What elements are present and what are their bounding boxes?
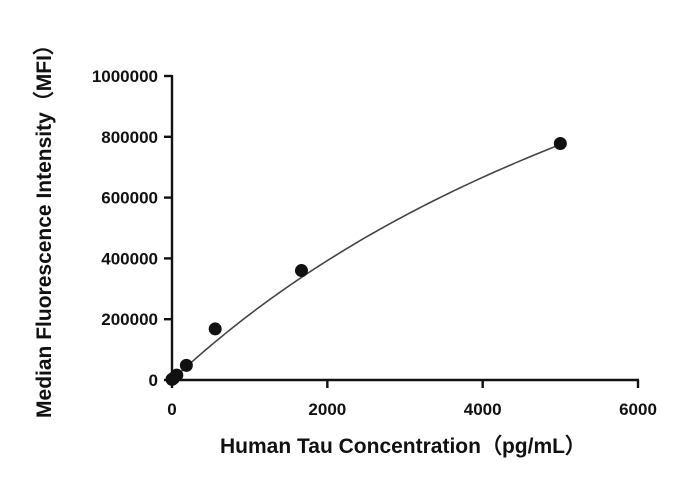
data-point <box>294 264 308 278</box>
y-axis-title: Median Fluorescence Intensity（MFI） <box>32 34 56 418</box>
y-tick-label: 600000 <box>101 189 158 208</box>
x-tick-label: 0 <box>167 400 176 419</box>
data-points-layer <box>165 136 567 386</box>
y-tick-label: 1000000 <box>92 67 158 86</box>
data-point <box>553 136 567 150</box>
x-axis-title: Human Tau Concentration（pg/mL） <box>220 434 586 458</box>
data-point <box>170 368 184 382</box>
y-tick-label: 400000 <box>101 249 158 268</box>
x-tick-label: 6000 <box>619 400 657 419</box>
data-point <box>179 358 193 372</box>
x-tick-label: 2000 <box>308 400 346 419</box>
x-tick-label: 4000 <box>464 400 502 419</box>
y-tick-label: 800000 <box>101 128 158 147</box>
fit-curve <box>171 143 561 381</box>
axes: 0 200000 400000 600000 800000 1000000 0 2000 400… <box>92 67 657 419</box>
data-point <box>208 322 222 336</box>
y-tick-label: 0 <box>149 371 158 390</box>
y-tick-label: 200000 <box>101 310 158 329</box>
fit-curve-layer <box>171 143 561 381</box>
